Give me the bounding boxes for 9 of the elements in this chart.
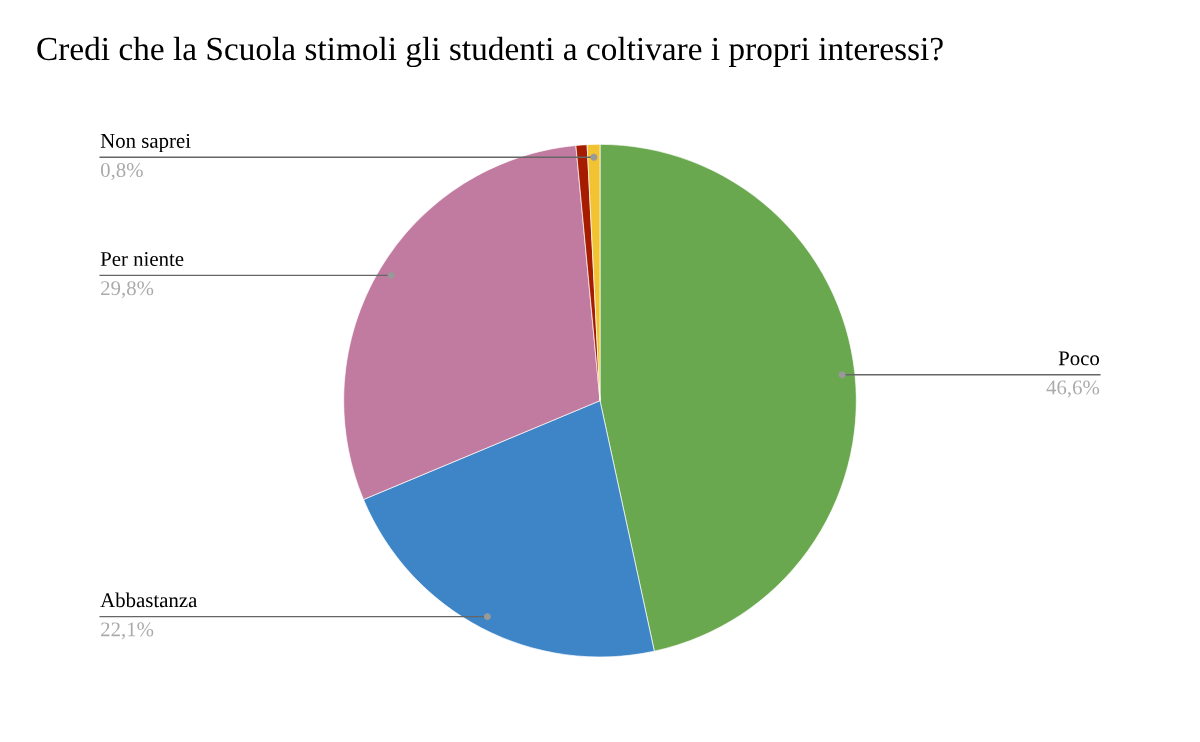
slice-label: Abbastanza [100, 592, 198, 608]
slice-label: Non saprei [100, 133, 191, 153]
data-label: 0,8% [100, 162, 143, 181]
slice-label: Poco [1058, 351, 1100, 366]
slice-label: Per niente [100, 252, 184, 267]
data-label: 29,8% [101, 281, 154, 299]
data-label: 46,6% [1046, 380, 1100, 398]
data-label: 22,1% [101, 622, 154, 640]
chart-title: Credi che la Scuola stimoli gli studenti a coltivare i propri interessi? [37, 36, 943, 68]
